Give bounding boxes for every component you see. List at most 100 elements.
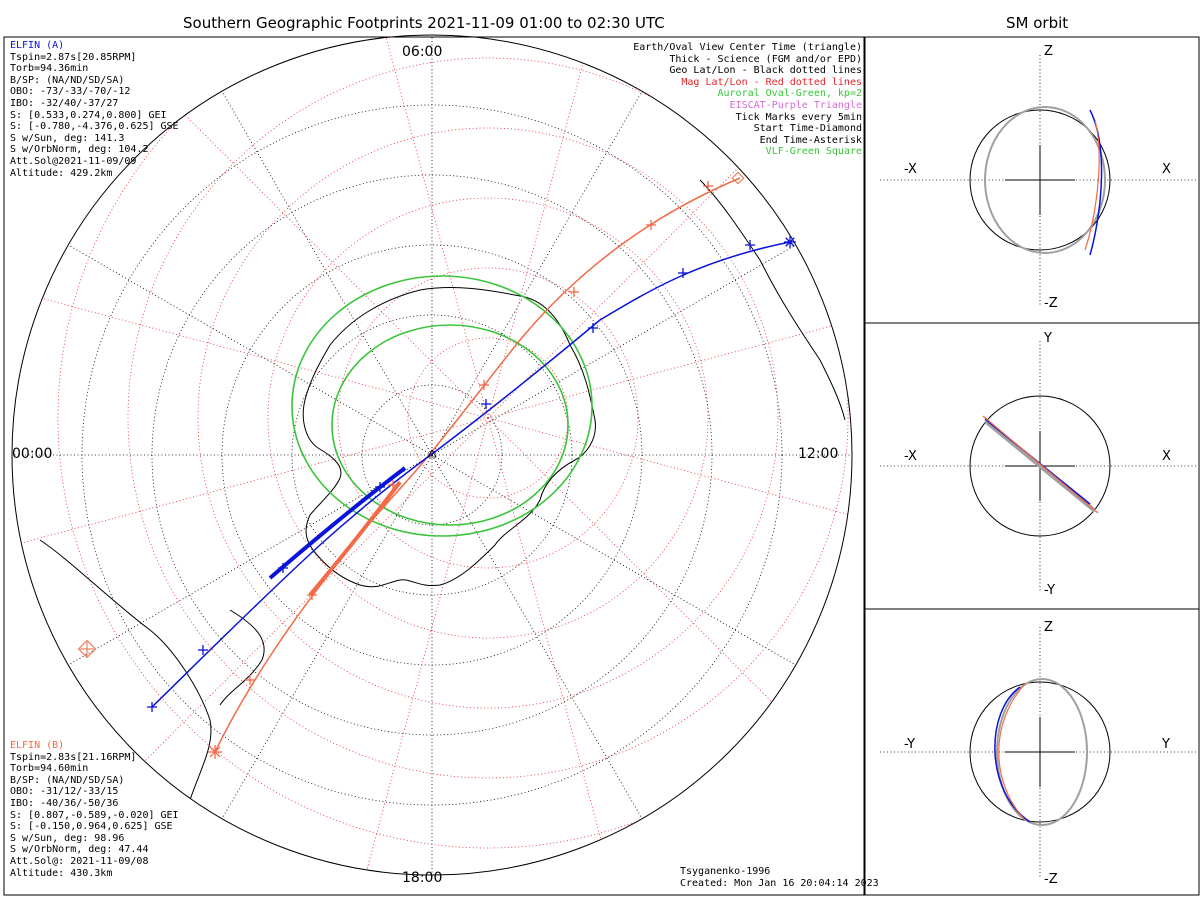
mag-lon-line — [487, 283, 852, 419]
elfin-a-line: B/SP: (NA/ND/SD/SA) — [10, 74, 125, 86]
geo-lon-line — [221, 91, 433, 456]
start-diamond-marker — [77, 639, 97, 659]
geo-grid — [12, 35, 852, 875]
elfin-b-line: Tspin=2.83s[21.16RPM] — [10, 751, 137, 763]
legend-item: Earth/Oval View Center Time (triangle) — [633, 42, 862, 53]
sm-orbit-elfin-b — [982, 415, 1099, 514]
sm-orbit-gray — [984, 106, 1106, 254]
sm2-left-label: -X — [904, 449, 917, 464]
sm1-top-label: Z — [1044, 44, 1053, 59]
elfin-b-name: ELFIN (B) — [10, 740, 65, 751]
elfin-b-track — [214, 177, 741, 753]
mag-lat-circle — [337, 267, 639, 569]
australia-coast — [699, 179, 846, 421]
elfin-a-line: IBO: -32/40/-37/27 — [10, 97, 119, 109]
view-center-triangle — [427, 449, 437, 458]
elfin-b-line: OBO: -31/12/-33/15 — [10, 786, 119, 798]
sm3-bottom-label: -Z — [1044, 872, 1058, 887]
sm-orbit-gray — [983, 419, 1097, 513]
sm3-left-label: -Y — [904, 737, 916, 752]
hour-label-right: 12:00 — [798, 446, 839, 462]
sm2-right-label: X — [1162, 449, 1171, 464]
legend-item: Thick - Science (FGM and/or EPD) — [669, 53, 862, 65]
legend: Earth/Oval View Center Time (triangle) T… — [633, 42, 862, 158]
mag-grid — [12, 35, 852, 875]
footer-model: Tsyganenko-1996 — [680, 866, 771, 877]
legend-item: End Time-Asterisk — [759, 134, 862, 146]
legend-item: Geo Lat/Lon - Black dotted lines — [669, 65, 862, 77]
sm2-bottom-label: -Y — [1044, 583, 1056, 598]
chart-title: Southern Geographic Footprints 2021-11-0… — [183, 14, 665, 32]
mag-lon-line — [12, 417, 489, 553]
sm-earth-circle — [969, 395, 1111, 537]
legend-item: EISCAT-Purple Triangle — [729, 99, 862, 111]
sm-earth-circle — [969, 109, 1111, 251]
geo-lon-line — [431, 91, 643, 456]
hour-label-top: 06:00 — [402, 44, 443, 60]
mag-lon-line — [487, 417, 623, 875]
legend-item: Start Time-Diamond — [753, 123, 862, 135]
elfin-a-line: S w/OrbNorm, deg: 104.2 — [10, 144, 149, 156]
sm-title: SM orbit — [1006, 14, 1069, 32]
geo-lon-line — [68, 454, 433, 666]
antarctica-coast — [302, 287, 596, 588]
track-tick-marks — [147, 181, 755, 712]
earth-limb — [11, 34, 853, 876]
mag-lat-circle — [267, 197, 709, 639]
hour-label-bottom: 18:00 — [402, 870, 443, 886]
track-endpoints — [208, 171, 796, 759]
geo-lon-line — [431, 454, 643, 819]
elfin-b-science — [308, 480, 402, 597]
elfin-a-name: ELFIN (A) — [10, 40, 65, 51]
mag-lat-circle — [127, 57, 849, 779]
mag-lon-line — [353, 35, 489, 419]
elfin-a-track — [151, 241, 791, 708]
elfin-a-line: S: [-0.780,-4.376,0.625] GSE — [10, 121, 179, 133]
map-grids — [12, 35, 852, 875]
mag-lon-line — [487, 417, 852, 553]
mag-lat-circle — [197, 127, 779, 709]
elfin-a-line: Tspin=2.87s[20.85RPM] — [10, 51, 137, 63]
geo-lon-line — [431, 244, 796, 456]
mag-lon-line — [120, 417, 489, 786]
coastlines — [39, 179, 846, 801]
sm-frame — [864, 36, 1200, 896]
legend-item: Mag Lat/Lon - Red dotted lines — [681, 76, 862, 88]
geo-lon-line — [431, 454, 796, 666]
elfin-a-line: Torb=94.36min — [10, 63, 89, 75]
elfin-a-end-asterisk — [785, 237, 795, 247]
map-frame — [3, 36, 865, 896]
geo-lon-line — [68, 244, 433, 456]
elfin-b-line: Att.Sol@: 2021-11-09/08 — [10, 855, 149, 867]
mag-lon-line — [487, 50, 852, 419]
elfin-b-line: S w/Sun, deg: 98.96 — [10, 832, 125, 844]
elfin-b-info: ELFIN (B) Tspin=2.83s[21.16RPM] Torb=94.… — [10, 740, 179, 879]
elfin-a-science — [268, 466, 407, 580]
sm-earth-circle — [969, 681, 1111, 823]
elfin-b-line: S: [0.807,-0.589,-0.020] GEI — [10, 809, 179, 821]
elfin-a-info: ELFIN (A) Tspin=2.87s[20.85RPM] Torb=94.… — [10, 40, 179, 179]
elfin-a-line: S w/Sun, deg: 141.3 — [10, 132, 125, 144]
sm-orbit-elfin-a — [994, 686, 1031, 823]
mag-lon-line — [120, 50, 489, 419]
elfin-b-start-diamond — [731, 171, 745, 185]
hour-label-left: 00:00 — [12, 446, 53, 462]
elfin-b-line: Torb=94.60min — [10, 763, 89, 775]
sm3-top-label: Z — [1044, 620, 1053, 635]
sm1-left-label: -X — [904, 162, 917, 177]
sm1-bottom-label: -Z — [1044, 296, 1058, 311]
sm1-right-label: X — [1162, 162, 1171, 177]
legend-item: VLF-Green Square — [765, 146, 862, 158]
elfin-a-line: OBO: -73/-33/-70/-12 — [10, 86, 131, 98]
sm3-right-label: Y — [1162, 737, 1170, 752]
footer-created: Created: Mon Jan 16 20:04:14 2023 — [680, 878, 879, 889]
mag-lon-line — [487, 417, 852, 786]
sm2-top-label: Y — [1044, 331, 1052, 346]
elfin-b-end-asterisk — [209, 746, 221, 758]
legend-item: Tick Marks every 5min — [735, 111, 862, 123]
elfin-b-line: Altitude: 430.3km — [10, 867, 113, 879]
south-america-coast — [39, 539, 212, 801]
elfin-a-line: S: [0.533,0.274,0.800] GEI — [10, 109, 167, 121]
sm-orbit-elfin-b — [998, 683, 1026, 821]
